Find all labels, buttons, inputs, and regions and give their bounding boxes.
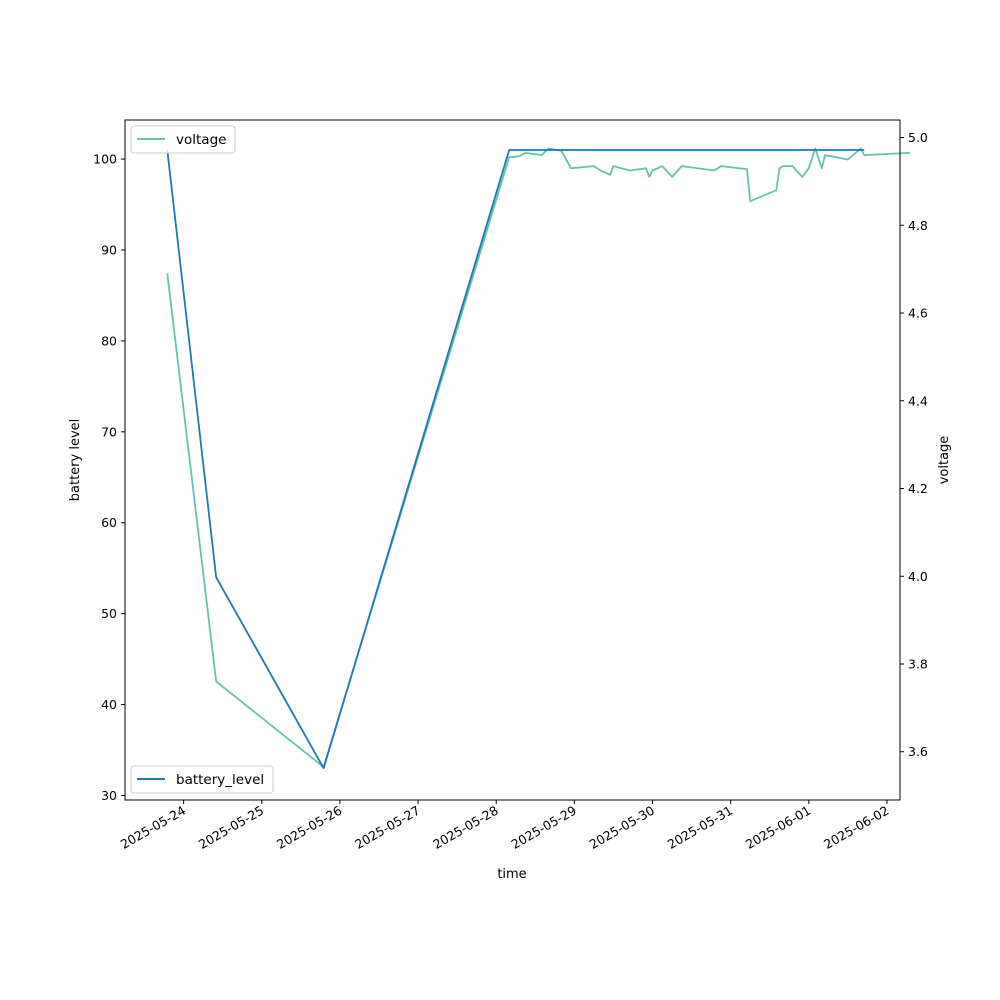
x-tick-label: 2025-05-30	[587, 803, 657, 852]
y-left-tick-label: 80	[101, 333, 117, 348]
y-right-tick-label: 3.6	[908, 744, 928, 759]
x-tick-label: 2025-05-28	[430, 803, 500, 852]
y-right-tick-label: 4.6	[908, 306, 928, 321]
legend-battery-level-label: battery_level	[176, 772, 264, 788]
y-right-tick-label: 4.4	[908, 393, 928, 408]
x-tick-label: 2025-06-02	[821, 803, 891, 852]
y-left-tick-label: 70	[101, 424, 117, 439]
series-layer	[166, 147, 910, 770]
y-right-tick-label: 3.8	[908, 657, 928, 672]
legend-voltage-box	[130, 125, 236, 154]
x-tick-label: 2025-05-25	[196, 803, 266, 852]
y-left-tick-label: 90	[101, 243, 117, 258]
x-tick-label: 2025-05-29	[508, 803, 578, 852]
plot-frame	[124, 119, 901, 801]
x-tick-label: 2025-05-27	[352, 803, 422, 852]
legend-voltage-label: voltage	[176, 132, 226, 148]
y-left-tick-label: 100	[93, 152, 117, 167]
x-tick-label: 2025-06-01	[743, 803, 813, 852]
legend-battery-level-box	[130, 765, 274, 794]
x-tick-label: 2025-05-26	[274, 803, 344, 852]
x-axis-title: time	[497, 867, 526, 882]
y-left-tick-label: 40	[101, 697, 117, 712]
y-right-tick-label: 4.2	[908, 481, 928, 496]
series-line-voltage	[166, 147, 910, 768]
y-right-tick-label: 5.0	[908, 130, 928, 145]
x-axis: 2025-05-24 2025-05-25 2025-05-26 2025-05-27…	[118, 800, 891, 852]
y-axis-right: 3.6 3.8 4.0 4.2 4.4 4.6 4.8 5.0	[900, 130, 928, 759]
y-right-tick-label: 4.8	[908, 218, 928, 233]
x-tick-label: 2025-05-31	[665, 803, 735, 852]
series-line-battery-level	[166, 149, 865, 770]
y-left-tick-label: 50	[101, 606, 117, 621]
y-right-tick-label: 4.0	[908, 569, 928, 584]
x-tick-label: 2025-05-24	[118, 803, 188, 852]
y-axis-left: 30 40 50 60 70 80 90 100	[93, 152, 125, 803]
legend-voltage: voltage	[130, 125, 236, 154]
y-left-tick-label: 60	[101, 515, 117, 530]
y-axis-right-title: voltage	[937, 436, 952, 485]
y-axis-left-title: battery level	[68, 419, 83, 502]
legend-battery-level: battery_level	[130, 765, 274, 794]
y-left-tick-label: 30	[101, 788, 117, 803]
